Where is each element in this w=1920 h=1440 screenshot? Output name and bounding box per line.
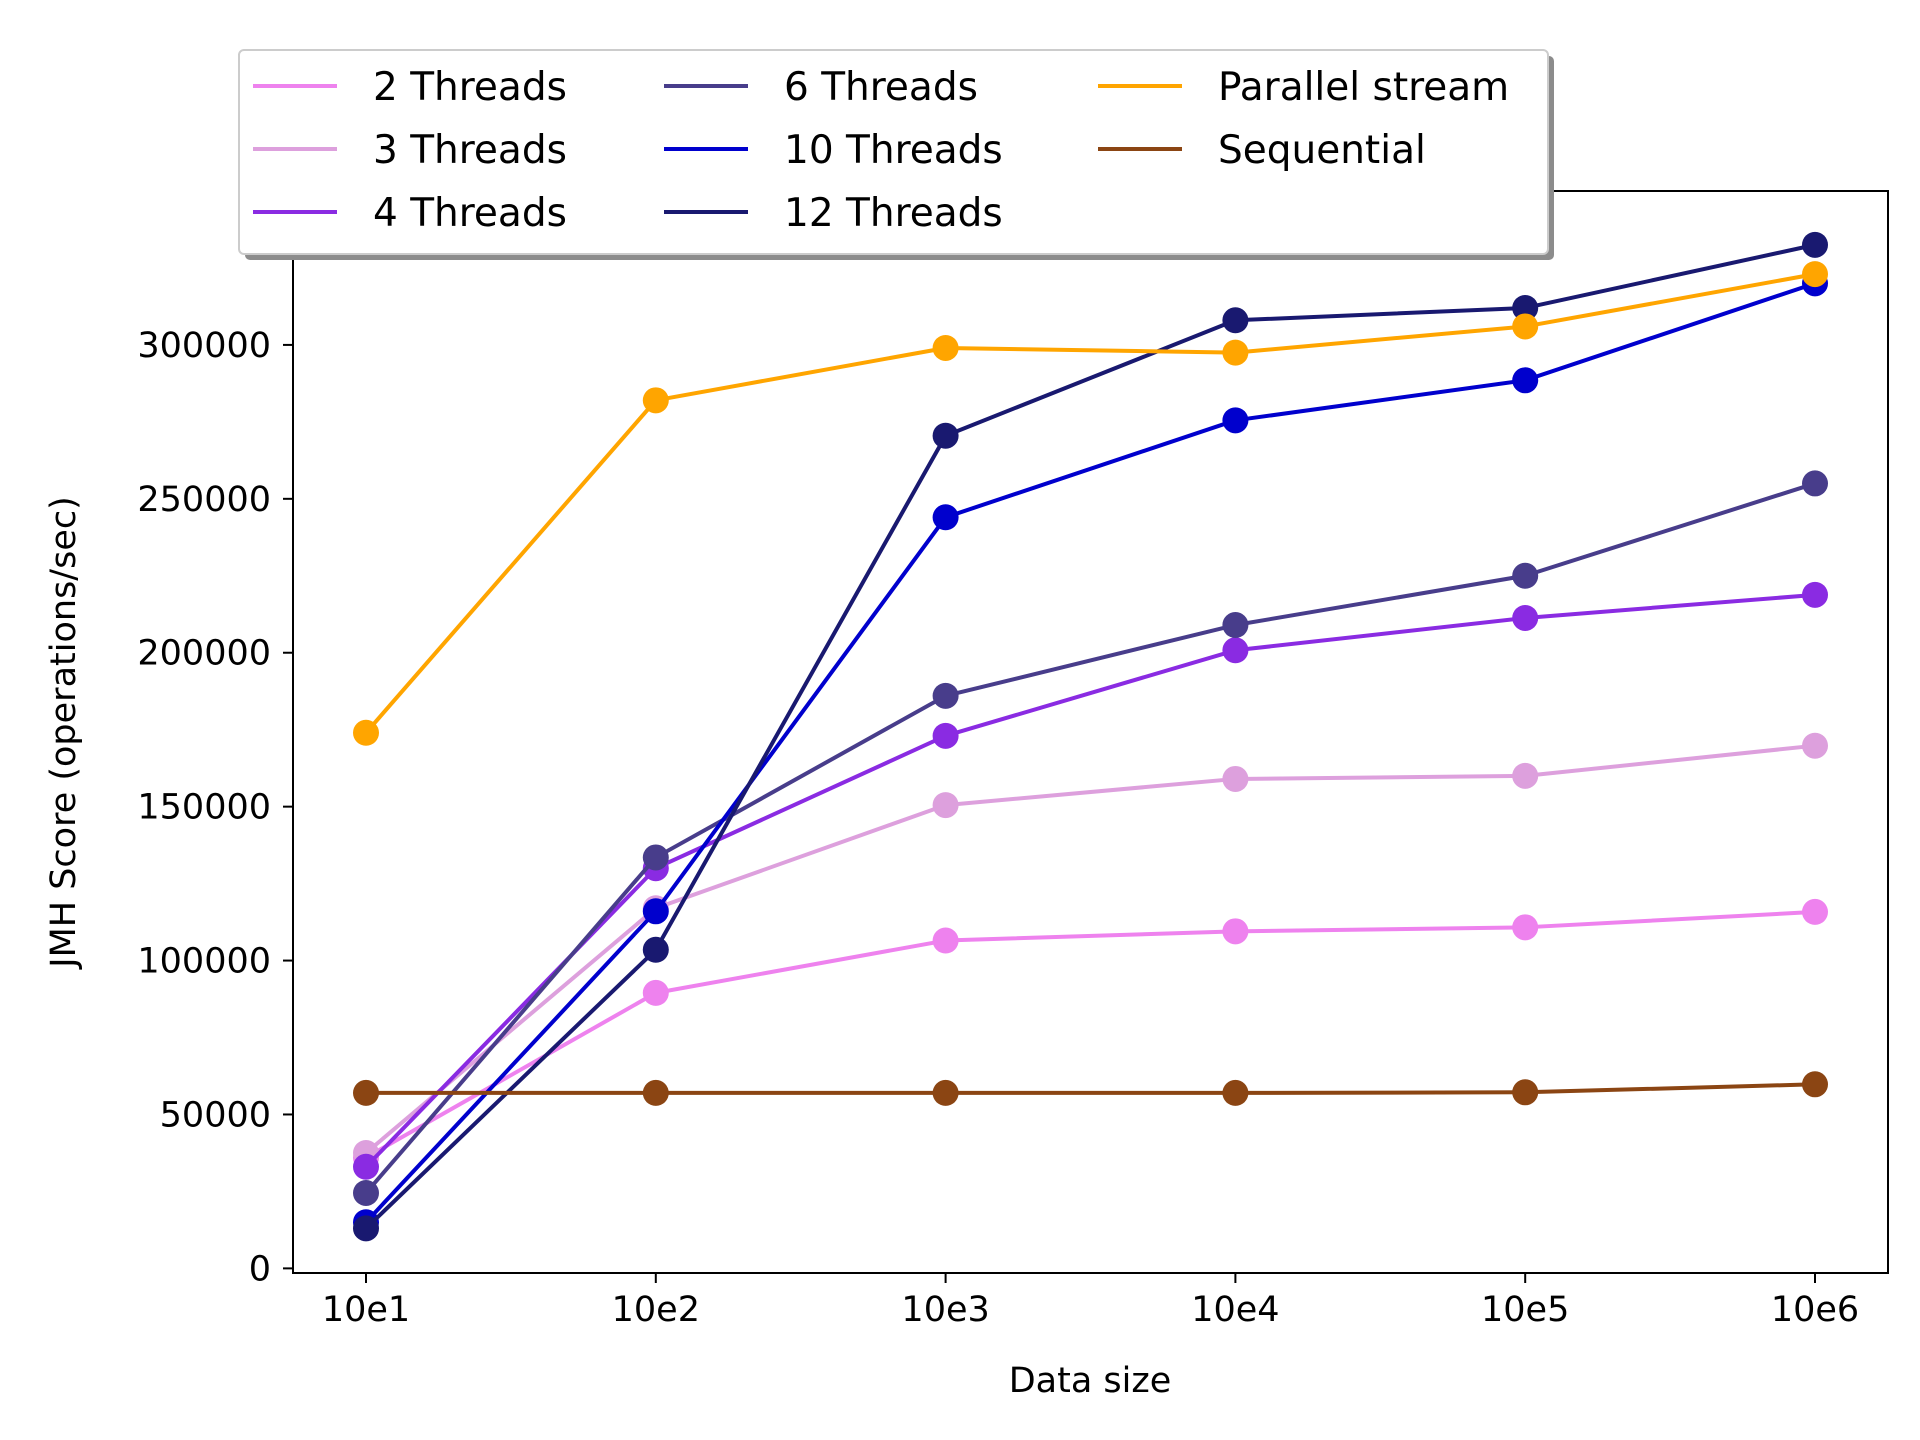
x-tick-label: 10e4 [1191,1290,1279,1330]
data-point-parallel-stream [353,719,379,746]
series-line-2-threads [365,909,1816,1160]
data-point-6-threads [1512,562,1539,589]
x-axis: 10e1 10e2 10e3 10e4 10e5 10e6 [322,1273,1859,1330]
legend: 2 Threads 3 Threads 4 Threads 6 Threads 10 T… [238,49,1554,260]
data-point-12-threads [932,422,959,449]
x-tick-label: 10e5 [1481,1290,1569,1330]
legend-label: Sequential [1218,128,1426,173]
legend-entry-12-threads: 12 Threads [664,191,1003,236]
legend-entry-6-threads: 6 Threads [664,65,978,110]
data-point-4-threads [353,1153,379,1180]
y-tick-label: 200000 [137,634,271,674]
data-point-sequential [642,1079,669,1106]
data-point-parallel-stream [642,387,669,414]
y-tick-label: 50000 [160,1095,271,1135]
legend-label: Parallel stream [1218,65,1509,110]
data-point-sequential [1802,1071,1828,1098]
data-point-12-threads [353,1215,379,1242]
series-line-parallel-stream [364,272,1816,735]
data-point-3-threads [932,792,959,819]
y-tick-label: 0 [249,1249,271,1289]
data-point-parallel-stream [1512,313,1539,340]
legend-label: 3 Threads [373,128,567,173]
data-point-parallel-stream [1802,261,1828,288]
data-point-6-threads [932,682,959,709]
data-point-6-threads [642,844,669,871]
series-12-threads [353,231,1828,1242]
data-point-parallel-stream [1222,339,1249,366]
data-point-2-threads [1512,914,1539,941]
data-point-2-threads [642,979,669,1006]
series-line-6-threads [364,481,1816,1195]
legend-box [238,49,1549,255]
data-point-12-threads [1512,294,1539,321]
x-tick-label: 10e6 [1771,1290,1859,1330]
legend-entry-3-threads: 3 Threads [253,128,567,173]
series-line-10-threads [364,281,1816,1224]
series-layer [353,231,1828,1242]
data-point-3-threads [1512,762,1539,789]
series-2-threads [353,898,1828,1171]
data-point-4-threads [1802,581,1828,608]
data-point-4-threads [1222,637,1249,664]
data-point-sequential [1512,1079,1539,1106]
data-point-2-threads [1222,918,1249,945]
plot-frame [292,190,1889,1274]
legend-label: 2 Threads [373,65,567,110]
data-point-parallel-stream [932,334,959,361]
data-point-6-threads [353,1179,379,1206]
data-point-10-threads [1512,367,1539,394]
legend-label: 10 Threads [784,128,1003,173]
series-6-threads [353,470,1828,1206]
series-parallel-stream [353,261,1828,746]
x-axis-label: Data size [1009,1361,1172,1401]
legend-label: 12 Threads [784,191,1003,236]
legend-entry-2-threads: 2 Threads [253,65,567,110]
data-point-10-threads [642,898,669,925]
data-point-2-threads [1802,898,1828,925]
y-tick-label: 100000 [137,942,271,982]
legend-entry-4-threads: 4 Threads [253,191,567,236]
legend-entry-sequential: Sequential [1098,128,1426,173]
legend-entry-10-threads: 10 Threads [664,128,1003,173]
y-axis-label: JMH Score (operations/sec) [44,496,84,970]
data-point-sequential [353,1079,379,1106]
data-point-6-threads [1802,470,1828,497]
legend-label: 4 Threads [373,191,567,236]
data-point-sequential [932,1079,959,1106]
y-axis: 0 50000 100000 150000 200000 250000 300000 [137,326,293,1289]
data-point-12-threads [1222,307,1249,334]
data-point-2-threads [932,927,959,954]
data-point-12-threads [1802,231,1828,258]
y-tick-label: 300000 [137,326,271,366]
data-point-6-threads [1222,612,1249,639]
data-point-3-threads [1802,732,1828,759]
data-point-3-threads [1222,765,1249,792]
series-sequential [353,1071,1828,1106]
x-tick-label: 10e1 [322,1290,410,1330]
legend-label: 6 Threads [784,65,978,110]
series-line-4-threads [364,592,1816,1169]
x-tick-label: 10e2 [612,1290,700,1330]
legend-entries: 2 Threads 3 Threads 4 Threads 6 Threads 10 T… [253,65,1509,236]
data-point-4-threads [932,722,959,749]
series-line-3-threads [364,743,1816,1155]
y-tick-label: 250000 [137,480,271,520]
x-tick-label: 10e3 [901,1290,989,1330]
data-point-4-threads [1512,604,1539,631]
series-line-sequential [366,1082,1816,1095]
data-point-10-threads [932,504,959,531]
data-point-10-threads [1222,407,1249,434]
series-line-12-threads [364,242,1816,1230]
data-point-12-threads [642,936,669,963]
data-point-sequential [1222,1079,1249,1106]
legend-entry-parallel-stream: Parallel stream [1098,65,1509,110]
y-tick-label: 150000 [137,788,271,828]
